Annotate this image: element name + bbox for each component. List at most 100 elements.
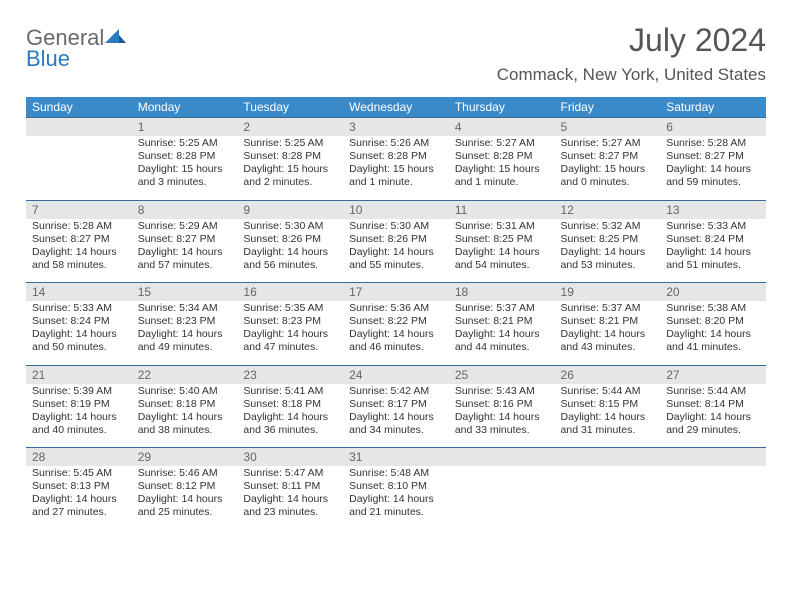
day-content-cell: Sunrise: 5:48 AMSunset: 8:10 PMDaylight:… — [343, 466, 449, 530]
sunrise-line: Sunrise: 5:26 AM — [349, 137, 443, 150]
sunrise-line: Sunrise: 5:38 AM — [666, 302, 760, 315]
sunrise-line: Sunrise: 5:48 AM — [349, 467, 443, 480]
sunset-line: Sunset: 8:21 PM — [455, 315, 549, 328]
page: General Blue July 2024 Commack, New York… — [0, 0, 792, 540]
daylight-line: Daylight: 15 hours and 3 minutes. — [138, 163, 232, 189]
day-number — [449, 448, 555, 466]
day-number: 3 — [343, 118, 449, 136]
daylight-line: Daylight: 14 hours and 59 minutes. — [666, 163, 760, 189]
day-text-row: Sunrise: 5:45 AMSunset: 8:13 PMDaylight:… — [26, 466, 766, 530]
day-content-cell: Sunrise: 5:28 AMSunset: 8:27 PMDaylight:… — [26, 219, 132, 283]
daylight-line: Daylight: 14 hours and 40 minutes. — [32, 411, 126, 437]
daylight-line: Daylight: 15 hours and 1 minute. — [349, 163, 443, 189]
sunrise-line: Sunrise: 5:25 AM — [138, 137, 232, 150]
day-number-cell: 14 — [26, 283, 132, 302]
day-content: Sunrise: 5:33 AMSunset: 8:24 PMDaylight:… — [660, 219, 766, 283]
logo-text: General Blue — [26, 28, 127, 70]
daylight-line: Daylight: 14 hours and 29 minutes. — [666, 411, 760, 437]
daylight-line: Daylight: 14 hours and 38 minutes. — [138, 411, 232, 437]
sunset-line: Sunset: 8:14 PM — [666, 398, 760, 411]
day-number-cell: 6 — [660, 118, 766, 137]
sunset-line: Sunset: 8:23 PM — [243, 315, 337, 328]
day-number: 12 — [555, 201, 661, 219]
sunset-line: Sunset: 8:25 PM — [561, 233, 655, 246]
day-number: 5 — [555, 118, 661, 136]
daylight-line: Daylight: 15 hours and 1 minute. — [455, 163, 549, 189]
sunrise-line: Sunrise: 5:42 AM — [349, 385, 443, 398]
day-number: 20 — [660, 283, 766, 301]
sunrise-line: Sunrise: 5:25 AM — [243, 137, 337, 150]
sunset-line: Sunset: 8:25 PM — [455, 233, 549, 246]
daylight-line: Daylight: 14 hours and 41 minutes. — [666, 328, 760, 354]
day-number: 31 — [343, 448, 449, 466]
day-number-cell: 17 — [343, 283, 449, 302]
day-content: Sunrise: 5:47 AMSunset: 8:11 PMDaylight:… — [237, 466, 343, 530]
day-content-cell: Sunrise: 5:27 AMSunset: 8:28 PMDaylight:… — [449, 136, 555, 200]
day-content: Sunrise: 5:36 AMSunset: 8:22 PMDaylight:… — [343, 301, 449, 365]
day-number: 25 — [449, 366, 555, 384]
daylight-line: Daylight: 15 hours and 2 minutes. — [243, 163, 337, 189]
day-number: 29 — [132, 448, 238, 466]
weekday-header: Friday — [555, 97, 661, 118]
day-number-cell: 23 — [237, 365, 343, 384]
day-content-cell: Sunrise: 5:36 AMSunset: 8:22 PMDaylight:… — [343, 301, 449, 365]
header: General Blue July 2024 Commack, New York… — [26, 22, 766, 91]
day-number: 1 — [132, 118, 238, 136]
day-content-cell: Sunrise: 5:39 AMSunset: 8:19 PMDaylight:… — [26, 384, 132, 448]
calendar-table: SundayMondayTuesdayWednesdayThursdayFrid… — [26, 97, 766, 530]
sunrise-line: Sunrise: 5:27 AM — [561, 137, 655, 150]
daylight-line: Daylight: 14 hours and 43 minutes. — [561, 328, 655, 354]
day-content-cell: Sunrise: 5:33 AMSunset: 8:24 PMDaylight:… — [660, 219, 766, 283]
sunrise-line: Sunrise: 5:37 AM — [561, 302, 655, 315]
location: Commack, New York, United States — [497, 65, 766, 85]
day-number — [555, 448, 661, 466]
weekday-header: Sunday — [26, 97, 132, 118]
sunrise-line: Sunrise: 5:39 AM — [32, 385, 126, 398]
day-content-cell: Sunrise: 5:25 AMSunset: 8:28 PMDaylight:… — [237, 136, 343, 200]
daylight-line: Daylight: 14 hours and 54 minutes. — [455, 246, 549, 272]
day-number: 7 — [26, 201, 132, 219]
sunset-line: Sunset: 8:28 PM — [349, 150, 443, 163]
day-number-cell: 13 — [660, 200, 766, 219]
day-content-cell — [26, 136, 132, 200]
logo: General Blue — [26, 22, 127, 70]
daylight-line: Daylight: 15 hours and 0 minutes. — [561, 163, 655, 189]
day-number-cell: 15 — [132, 283, 238, 302]
sunrise-line: Sunrise: 5:43 AM — [455, 385, 549, 398]
day-number: 19 — [555, 283, 661, 301]
logo-mark-icon — [105, 29, 127, 45]
day-content — [449, 466, 555, 477]
sunrise-line: Sunrise: 5:30 AM — [243, 220, 337, 233]
day-number-cell: 29 — [132, 448, 238, 467]
day-number: 11 — [449, 201, 555, 219]
day-number: 6 — [660, 118, 766, 136]
sunrise-line: Sunrise: 5:47 AM — [243, 467, 337, 480]
day-content: Sunrise: 5:42 AMSunset: 8:17 PMDaylight:… — [343, 384, 449, 448]
day-number-cell: 27 — [660, 365, 766, 384]
calendar-head: SundayMondayTuesdayWednesdayThursdayFrid… — [26, 97, 766, 118]
day-content: Sunrise: 5:27 AMSunset: 8:28 PMDaylight:… — [449, 136, 555, 200]
sunrise-line: Sunrise: 5:29 AM — [138, 220, 232, 233]
sunset-line: Sunset: 8:27 PM — [138, 233, 232, 246]
day-content: Sunrise: 5:30 AMSunset: 8:26 PMDaylight:… — [237, 219, 343, 283]
day-number: 28 — [26, 448, 132, 466]
day-number-cell: 2 — [237, 118, 343, 137]
daylight-line: Daylight: 14 hours and 53 minutes. — [561, 246, 655, 272]
sunset-line: Sunset: 8:24 PM — [666, 233, 760, 246]
day-number: 15 — [132, 283, 238, 301]
day-content: Sunrise: 5:29 AMSunset: 8:27 PMDaylight:… — [132, 219, 238, 283]
day-number-cell: 8 — [132, 200, 238, 219]
sunrise-line: Sunrise: 5:28 AM — [666, 137, 760, 150]
day-number — [26, 118, 132, 136]
sunrise-line: Sunrise: 5:32 AM — [561, 220, 655, 233]
day-number-cell: 28 — [26, 448, 132, 467]
day-content-cell: Sunrise: 5:27 AMSunset: 8:27 PMDaylight:… — [555, 136, 661, 200]
sunset-line: Sunset: 8:18 PM — [243, 398, 337, 411]
daylight-line: Daylight: 14 hours and 31 minutes. — [561, 411, 655, 437]
sunset-line: Sunset: 8:22 PM — [349, 315, 443, 328]
day-content: Sunrise: 5:44 AMSunset: 8:14 PMDaylight:… — [660, 384, 766, 448]
weekday-header: Wednesday — [343, 97, 449, 118]
day-content-cell: Sunrise: 5:30 AMSunset: 8:26 PMDaylight:… — [343, 219, 449, 283]
daylight-line: Daylight: 14 hours and 36 minutes. — [243, 411, 337, 437]
day-content-cell — [449, 466, 555, 530]
